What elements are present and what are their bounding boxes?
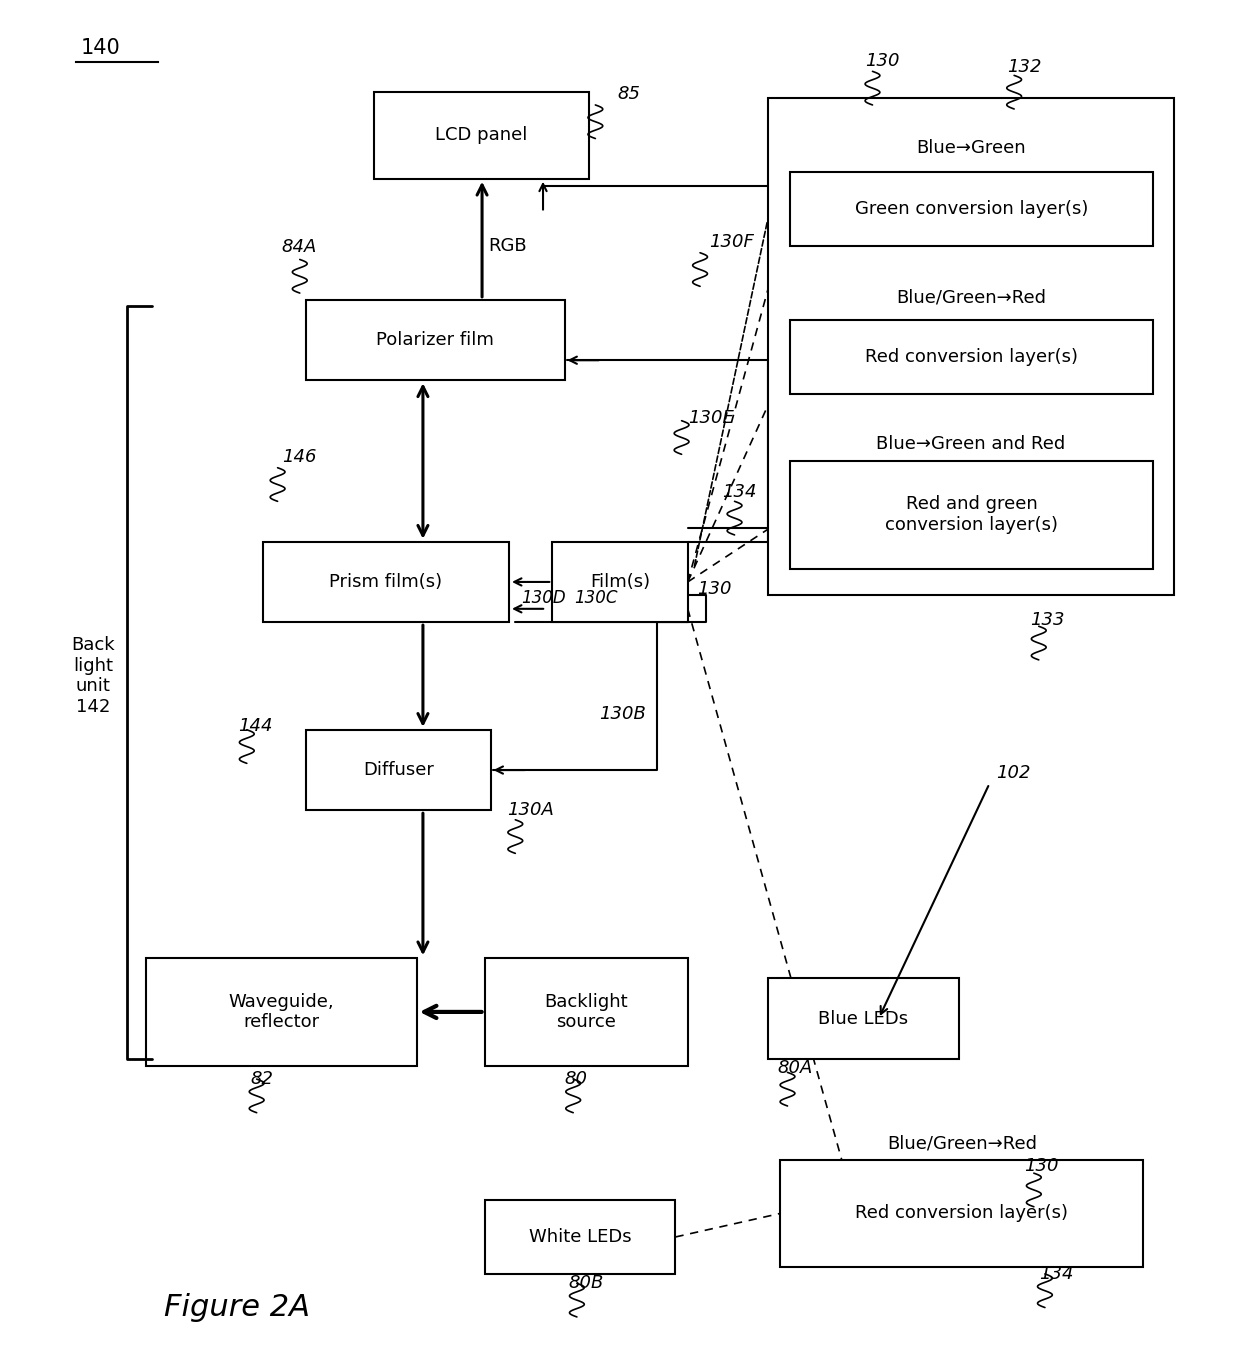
- Text: 130B: 130B: [599, 704, 646, 722]
- Text: 130D: 130D: [522, 589, 567, 607]
- Text: Red conversion layer(s): Red conversion layer(s): [866, 347, 1078, 366]
- Text: Red and green
conversion layer(s): Red and green conversion layer(s): [885, 495, 1058, 534]
- FancyBboxPatch shape: [306, 730, 491, 810]
- Text: 133: 133: [1030, 611, 1065, 629]
- FancyBboxPatch shape: [768, 979, 959, 1059]
- FancyBboxPatch shape: [373, 92, 589, 178]
- Text: Blue/Green→Red: Blue/Green→Red: [887, 1134, 1037, 1153]
- Text: Red conversion layer(s): Red conversion layer(s): [856, 1205, 1069, 1222]
- Text: 130C: 130C: [574, 589, 618, 607]
- Text: Film(s): Film(s): [590, 573, 650, 591]
- Text: Back
light
unit
142: Back light unit 142: [71, 635, 114, 717]
- Text: 140: 140: [81, 38, 120, 58]
- Text: White LEDs: White LEDs: [528, 1228, 631, 1247]
- Text: 130: 130: [866, 51, 899, 69]
- Text: 134: 134: [1039, 1265, 1074, 1283]
- Text: Polarizer film: Polarizer film: [376, 331, 495, 349]
- FancyBboxPatch shape: [552, 542, 688, 622]
- Text: Waveguide,
reflector: Waveguide, reflector: [228, 992, 334, 1032]
- Text: Backlight
source: Backlight source: [544, 992, 627, 1032]
- Text: 82: 82: [250, 1069, 274, 1088]
- Text: 85: 85: [618, 85, 641, 103]
- Text: Figure 2A: Figure 2A: [164, 1293, 310, 1322]
- FancyBboxPatch shape: [768, 99, 1174, 595]
- Text: 130F: 130F: [709, 233, 754, 251]
- Text: 130E: 130E: [688, 410, 734, 427]
- FancyBboxPatch shape: [306, 300, 564, 380]
- Text: Blue LEDs: Blue LEDs: [818, 1010, 909, 1028]
- FancyBboxPatch shape: [790, 461, 1153, 568]
- Text: 80A: 80A: [777, 1060, 813, 1078]
- FancyBboxPatch shape: [485, 959, 688, 1065]
- Text: Blue/Green→Red: Blue/Green→Red: [897, 288, 1047, 306]
- Text: 132: 132: [1007, 58, 1042, 76]
- Text: LCD panel: LCD panel: [435, 126, 528, 145]
- Text: 84A: 84A: [281, 238, 316, 257]
- FancyBboxPatch shape: [790, 172, 1153, 246]
- FancyBboxPatch shape: [263, 542, 510, 622]
- Text: 80B: 80B: [568, 1275, 604, 1293]
- FancyBboxPatch shape: [780, 1160, 1143, 1267]
- Text: 144: 144: [238, 717, 273, 734]
- Text: Prism film(s): Prism film(s): [330, 573, 443, 591]
- Text: 130: 130: [1024, 1157, 1059, 1175]
- Text: RGB: RGB: [489, 237, 527, 256]
- Text: 130A: 130A: [507, 802, 553, 819]
- Text: 130: 130: [698, 580, 732, 598]
- Text: 146: 146: [283, 448, 317, 466]
- FancyBboxPatch shape: [146, 959, 417, 1065]
- Text: 134: 134: [722, 483, 756, 502]
- Text: Green conversion layer(s): Green conversion layer(s): [854, 200, 1089, 218]
- Text: Blue→Green and Red: Blue→Green and Red: [877, 434, 1065, 453]
- Text: Blue→Green: Blue→Green: [916, 139, 1025, 157]
- Text: Diffuser: Diffuser: [363, 761, 434, 779]
- Text: 80: 80: [564, 1069, 588, 1088]
- Text: 102: 102: [996, 764, 1030, 781]
- FancyBboxPatch shape: [485, 1201, 676, 1274]
- FancyBboxPatch shape: [790, 320, 1153, 393]
